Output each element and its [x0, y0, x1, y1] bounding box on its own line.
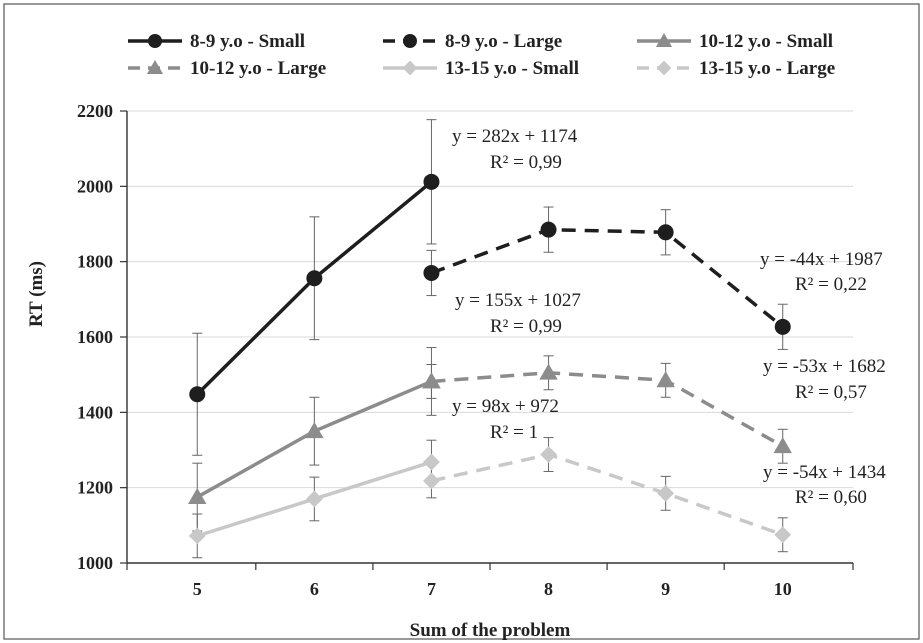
data-point — [148, 34, 162, 48]
x-tick-label: 8 — [544, 579, 553, 599]
trend-r-squared: R² = 0,57 — [795, 382, 867, 403]
data-point — [773, 437, 792, 454]
data-point — [774, 526, 792, 544]
data-point — [423, 453, 440, 471]
legend-label: 10-12 y.o - Small — [699, 31, 833, 52]
series-line — [431, 371, 784, 448]
legend: 8-9 y.o - Small 8-9 y.o - Large 10-12 y.o … — [128, 31, 835, 79]
legend-label: 8-9 y.o - Small — [190, 31, 305, 52]
data-point — [422, 372, 441, 389]
data-point — [188, 527, 206, 545]
y-tick-label: 1800 — [77, 252, 113, 272]
data-point — [423, 472, 440, 490]
x-tick-label: 10 — [774, 579, 792, 599]
data-point — [306, 270, 323, 287]
trend-equation: y = -53x + 1682 — [763, 356, 886, 377]
annotations: y = 282x + 1174 R² = 0,99 y = -44x + 1987 R… — [452, 126, 886, 508]
data-point — [539, 363, 558, 380]
y-tick-label: 1000 — [77, 553, 113, 573]
data-point — [774, 318, 791, 335]
trend-r-squared: R² = 0,99 — [490, 316, 562, 337]
y-tick-label: 1600 — [77, 327, 113, 347]
y-tick-label: 1200 — [77, 478, 113, 498]
y-axis-title: RT (ms) — [26, 261, 47, 327]
data-point — [657, 224, 674, 241]
series-markers — [188, 173, 792, 545]
trend-r-squared: R² = 0,60 — [795, 487, 867, 508]
legend-label: 10-12 y.o - Large — [190, 58, 326, 79]
x-tick-label: 7 — [427, 579, 436, 599]
chart-border — [3, 3, 920, 640]
gridlines — [127, 110, 853, 489]
data-point — [423, 264, 440, 281]
data-point — [657, 484, 675, 502]
data-point — [305, 490, 323, 508]
data-point — [188, 487, 207, 504]
x-axis-title: Sum of the problem — [410, 620, 571, 641]
x-tick-label: 6 — [310, 579, 319, 599]
x-tick-label: 5 — [193, 579, 202, 599]
y-tick-label: 1400 — [77, 402, 113, 422]
data-point — [402, 60, 418, 76]
data-point — [146, 59, 164, 75]
trend-equation: y = 282x + 1174 — [452, 126, 578, 147]
trend-equation: y = 98x + 972 — [452, 396, 559, 417]
y-tick-label: 2200 — [77, 101, 113, 121]
legend-label: 13-15 y.o - Small — [445, 58, 579, 79]
y-tick-label: 2000 — [77, 176, 113, 196]
data-point — [540, 446, 557, 463]
data-point — [423, 173, 440, 190]
trend-r-squared: R² = 0,99 — [490, 152, 562, 173]
data-point — [656, 371, 675, 388]
trend-equation: y = 155x + 1027 — [455, 290, 581, 311]
data-point — [403, 34, 417, 48]
trend-r-squared: R² = 0,22 — [795, 274, 867, 295]
data-point — [540, 221, 557, 238]
x-tick-label: 9 — [661, 579, 670, 599]
legend-label: 8-9 y.o - Large — [445, 31, 562, 52]
legend-label: 13-15 y.o - Large — [699, 58, 835, 79]
data-point — [189, 386, 206, 403]
data-point — [655, 32, 673, 48]
trend-r-squared: R² = 1 — [490, 422, 538, 443]
trend-equation: y = -44x + 1987 — [760, 249, 883, 270]
tick-labels: 1000 1200 1400 1600 1800 2000 2200 5 6 7 8 9 10 — [77, 101, 792, 599]
data-point — [656, 60, 672, 76]
trend-equation: y = -54x + 1434 — [763, 462, 886, 483]
axes — [120, 110, 854, 570]
data-point — [305, 421, 324, 439]
series-line — [431, 452, 784, 537]
